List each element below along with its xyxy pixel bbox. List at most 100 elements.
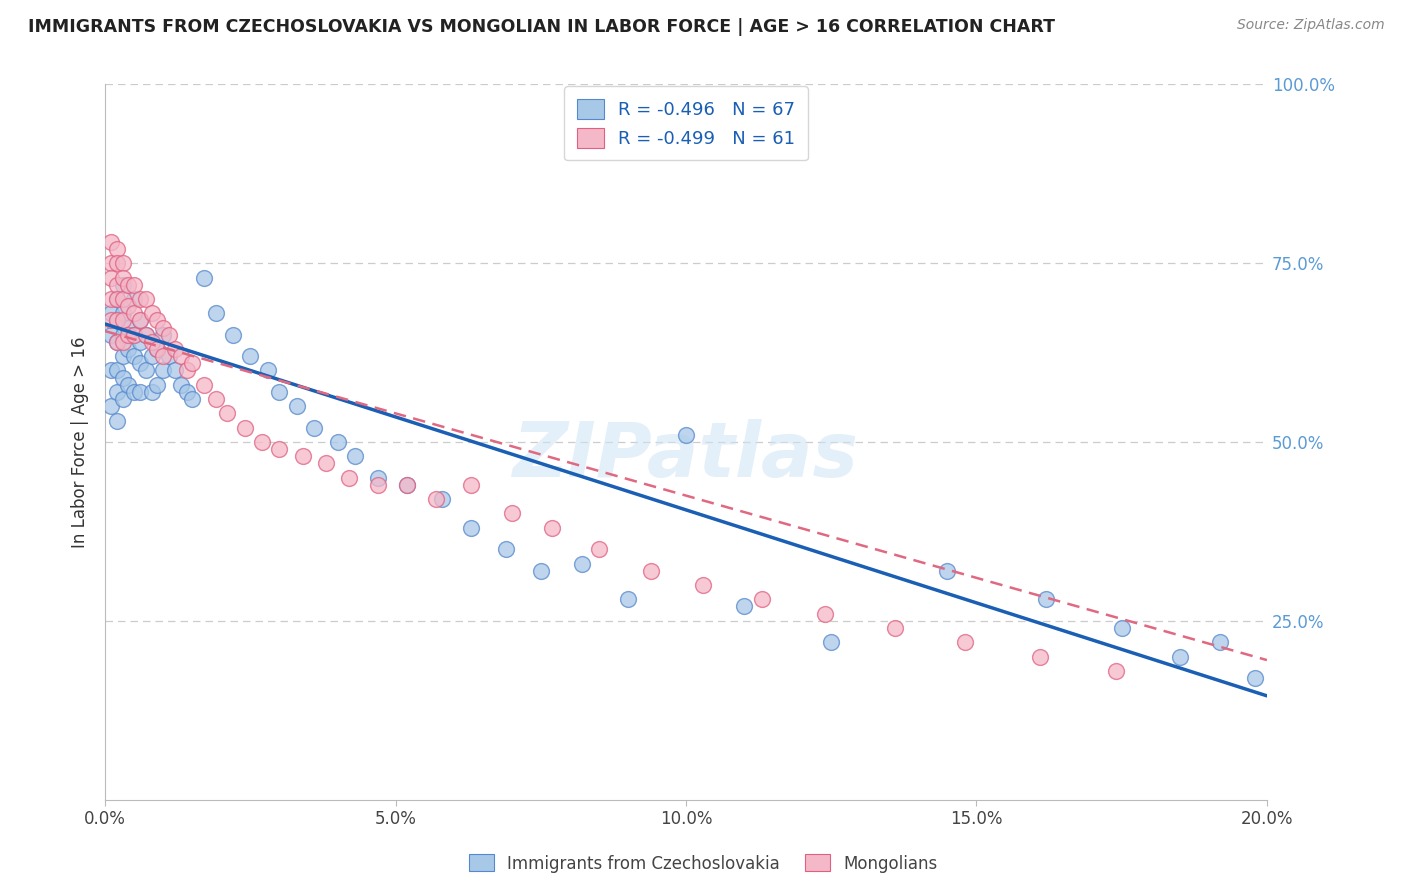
Point — [111, 256, 134, 270]
Point — [1209, 635, 1232, 649]
Point — [117, 327, 139, 342]
Point — [146, 342, 169, 356]
Legend: R = -0.496   N = 67, R = -0.499   N = 61: R = -0.496 N = 67, R = -0.499 N = 61 — [564, 87, 808, 161]
Point — [1035, 592, 1057, 607]
Point — [326, 434, 349, 449]
Point — [239, 349, 262, 363]
Point — [129, 356, 152, 370]
Point — [814, 607, 837, 621]
Point — [117, 342, 139, 356]
Point — [105, 334, 128, 349]
Point — [1111, 621, 1133, 635]
Point — [291, 450, 314, 464]
Point — [733, 599, 755, 614]
Point — [122, 384, 145, 399]
Point — [141, 334, 163, 349]
Point — [495, 542, 517, 557]
Point — [193, 377, 215, 392]
Point — [135, 363, 157, 377]
Point — [105, 292, 128, 306]
Point — [367, 471, 389, 485]
Point — [105, 256, 128, 270]
Point — [269, 384, 291, 399]
Point — [152, 320, 174, 334]
Point — [146, 377, 169, 392]
Point — [141, 384, 163, 399]
Point — [396, 478, 419, 492]
Point — [884, 621, 907, 635]
Point — [111, 270, 134, 285]
Point — [146, 313, 169, 327]
Point — [129, 313, 152, 327]
Point — [541, 521, 564, 535]
Point — [571, 557, 593, 571]
Text: IMMIGRANTS FROM CZECHOSLOVAKIA VS MONGOLIAN IN LABOR FORCE | AGE > 16 CORRELATIO: IMMIGRANTS FROM CZECHOSLOVAKIA VS MONGOL… — [28, 18, 1054, 36]
Point — [111, 292, 134, 306]
Point — [269, 442, 291, 457]
Point — [181, 356, 204, 370]
Point — [675, 427, 697, 442]
Point — [117, 299, 139, 313]
Point — [111, 327, 134, 342]
Point — [692, 578, 714, 592]
Point — [122, 349, 145, 363]
Point — [820, 635, 842, 649]
Legend: Immigrants from Czechoslovakia, Mongolians: Immigrants from Czechoslovakia, Mongolia… — [463, 847, 943, 880]
Point — [217, 406, 239, 420]
Point — [588, 542, 610, 557]
Point — [343, 450, 366, 464]
Point — [117, 320, 139, 334]
Point — [146, 342, 169, 356]
Point — [100, 327, 122, 342]
Point — [204, 392, 226, 406]
Point — [936, 564, 959, 578]
Point — [152, 363, 174, 377]
Point — [111, 306, 134, 320]
Point — [425, 492, 447, 507]
Point — [222, 327, 245, 342]
Point — [460, 521, 482, 535]
Point — [501, 507, 523, 521]
Point — [1168, 649, 1191, 664]
Point — [367, 478, 389, 492]
Point — [304, 420, 326, 434]
Point — [1105, 664, 1128, 678]
Point — [204, 306, 226, 320]
Point — [111, 392, 134, 406]
Point — [105, 313, 128, 327]
Point — [122, 327, 145, 342]
Point — [460, 478, 482, 492]
Point — [111, 334, 134, 349]
Text: Source: ZipAtlas.com: Source: ZipAtlas.com — [1237, 18, 1385, 32]
Point — [129, 334, 152, 349]
Point — [337, 471, 360, 485]
Point — [1029, 649, 1052, 664]
Point — [233, 420, 256, 434]
Point — [430, 492, 453, 507]
Point — [100, 235, 122, 249]
Point — [530, 564, 553, 578]
Point — [100, 256, 122, 270]
Point — [157, 349, 180, 363]
Point — [176, 363, 198, 377]
Point — [135, 292, 157, 306]
Point — [141, 306, 163, 320]
Point — [105, 242, 128, 256]
Point — [122, 277, 145, 292]
Point — [129, 292, 152, 306]
Point — [1244, 671, 1267, 685]
Point — [117, 377, 139, 392]
Point — [135, 327, 157, 342]
Point — [100, 313, 122, 327]
Point — [100, 292, 122, 306]
Point — [163, 342, 186, 356]
Point — [141, 349, 163, 363]
Point — [111, 313, 134, 327]
Point — [157, 327, 180, 342]
Point — [111, 370, 134, 384]
Point — [250, 434, 273, 449]
Point — [953, 635, 976, 649]
Point — [170, 349, 193, 363]
Point — [105, 384, 128, 399]
Point — [100, 306, 122, 320]
